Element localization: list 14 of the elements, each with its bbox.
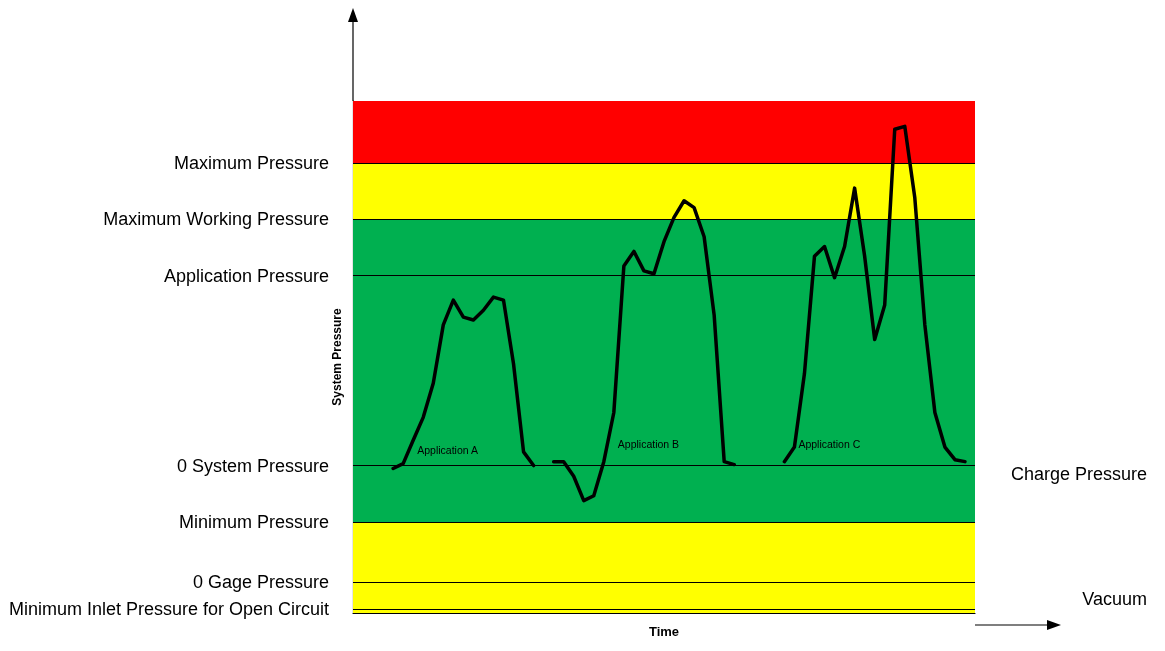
series-label: Application B <box>617 437 680 450</box>
ref-line-label: Maximum Pressure <box>173 153 329 174</box>
ref-line-label: Maximum Working Pressure <box>103 209 329 230</box>
text: Charge Pressure <box>1010 464 1148 484</box>
ref-line-label: Application Pressure <box>163 265 329 286</box>
ref-line-label: Minimum Pressure <box>178 511 329 532</box>
ref-line-label: 0 System Pressure <box>176 455 329 476</box>
y-axis-title: System Pressure <box>330 307 344 406</box>
series-label: Application A <box>417 444 478 457</box>
ref-line-label: 0 Gage Pressure <box>192 571 329 592</box>
series-label: Application C <box>798 437 861 450</box>
ref-line-label: Minimum Inlet Pressure for Open Circuit <box>8 599 329 620</box>
text: Vacuum <box>1082 589 1148 609</box>
x-axis-title: Time <box>648 624 680 639</box>
